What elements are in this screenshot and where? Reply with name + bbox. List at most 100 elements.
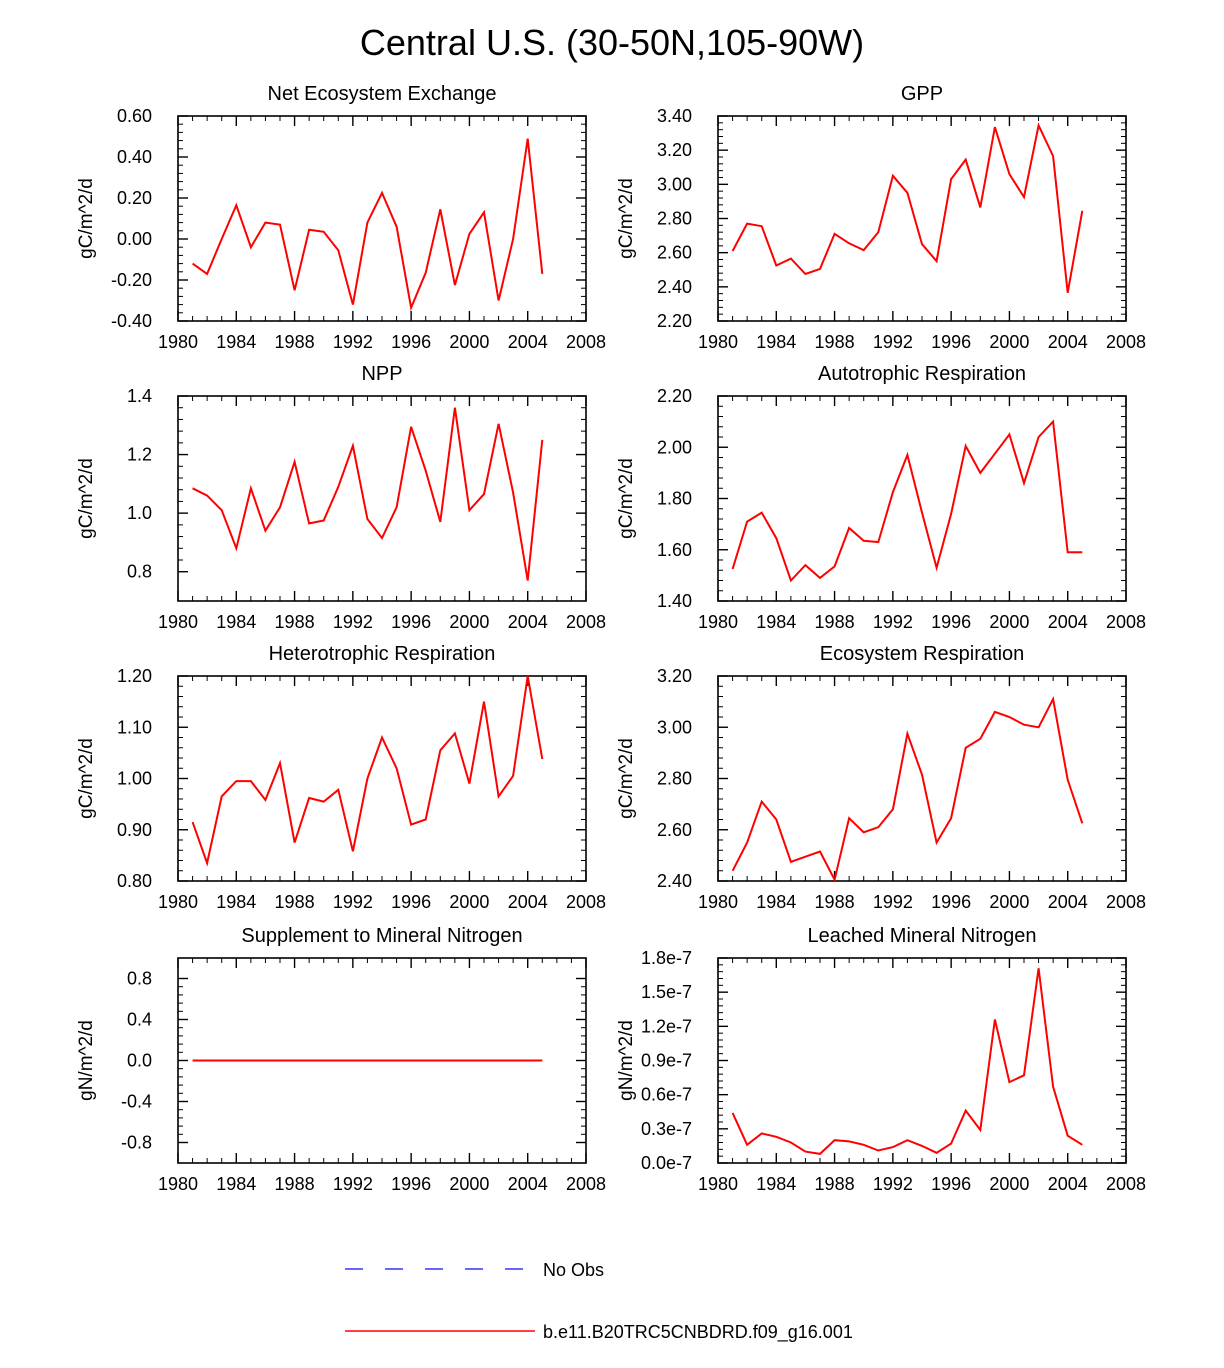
x-tick-label: 1984 [756, 1174, 796, 1194]
y-tick-label: 1.60 [657, 540, 692, 560]
y-tick-label: 0.60 [117, 106, 152, 126]
series-line-model [192, 407, 544, 581]
x-tick-label: 1996 [931, 1174, 971, 1194]
x-tick-label: 2004 [1048, 892, 1088, 912]
y-tick-label: 3.20 [657, 666, 692, 686]
x-tick-label: 2008 [1106, 332, 1146, 352]
y-tick-label: 0.4 [127, 1010, 152, 1030]
y-tick-label: 0.8 [127, 562, 152, 582]
x-tick-label: 1996 [931, 612, 971, 632]
y-tick-label: 2.60 [657, 243, 692, 263]
x-tick-label: 1996 [391, 1174, 431, 1194]
y-tick-label: 2.00 [657, 437, 692, 457]
y-tick-label: -0.20 [111, 270, 152, 290]
y-axis-label: gC/m^2/d [76, 178, 97, 259]
y-tick-label: 2.80 [657, 209, 692, 229]
x-tick-label: 1984 [216, 892, 256, 912]
plot-frame [177, 395, 587, 602]
x-tick-label: 2008 [1106, 612, 1146, 632]
x-tick-label: 2008 [1106, 1174, 1146, 1194]
x-tick-label: 2000 [449, 1174, 489, 1194]
x-tick-label: 1992 [873, 612, 913, 632]
panel-title: Leached Mineral Nitrogen [807, 925, 1036, 947]
x-tick-label: 1996 [391, 612, 431, 632]
panel-title: NPP [361, 363, 402, 385]
x-tick-label: 2000 [449, 612, 489, 632]
x-tick-label: 1980 [698, 892, 738, 912]
y-tick-label: 0.40 [117, 147, 152, 167]
x-tick-label: 1984 [756, 612, 796, 632]
y-tick-label: 2.40 [657, 871, 692, 891]
y-tick-label: -0.4 [121, 1092, 152, 1112]
panel-0: Net Ecosystem Exchange gC/m^2/d 1980 1984 19… [76, 83, 606, 352]
y-axis-label: gN/m^2/d [76, 1020, 97, 1101]
y-tick-label: 2.40 [657, 277, 692, 297]
x-tick-label: 1992 [333, 1174, 373, 1194]
panel-title: Ecosystem Respiration [820, 643, 1025, 665]
y-tick-label: 0.6e-7 [641, 1085, 692, 1105]
x-tick-label: 2000 [989, 332, 1029, 352]
legend-label-model: b.e11.B20TRC5CNBDRD.f09_g16.001 [543, 1322, 853, 1343]
x-tick-label: 1988 [815, 612, 855, 632]
y-axis-label: gN/m^2/d [616, 1020, 637, 1101]
x-tick-label: 2008 [566, 892, 606, 912]
x-tick-label: 2008 [1106, 892, 1146, 912]
y-tick-label: 2.60 [657, 820, 692, 840]
y-tick-label: -0.8 [121, 1133, 152, 1153]
x-tick-label: 1988 [275, 612, 315, 632]
y-tick-label: 2.20 [657, 311, 692, 331]
y-axis-label: gC/m^2/d [616, 178, 637, 259]
x-tick-label: 1980 [698, 612, 738, 632]
x-tick-label: 1996 [391, 892, 431, 912]
y-tick-label: 1.10 [117, 717, 152, 737]
x-tick-label: 1992 [873, 1174, 913, 1194]
x-tick-label: 1992 [333, 612, 373, 632]
y-axis-label: gC/m^2/d [616, 738, 637, 819]
x-tick-label: 1980 [158, 1174, 198, 1194]
x-tick-label: 2004 [508, 1174, 548, 1194]
y-tick-label: 3.20 [657, 140, 692, 160]
y-tick-label: 0.8 [127, 969, 152, 989]
x-tick-label: 2000 [989, 892, 1029, 912]
y-tick-label: 1.40 [657, 591, 692, 611]
x-tick-label: 1996 [931, 892, 971, 912]
x-tick-label: 1980 [698, 1174, 738, 1194]
x-tick-label: 1988 [815, 332, 855, 352]
y-tick-label: 3.00 [657, 174, 692, 194]
x-tick-label: 1988 [815, 892, 855, 912]
y-axis-label: gC/m^2/d [76, 738, 97, 819]
y-tick-label: 1.20 [117, 666, 152, 686]
series-line-model [731, 968, 1083, 1155]
x-tick-label: 1992 [333, 332, 373, 352]
y-tick-label: 0.0 [127, 1051, 152, 1071]
series-line-model [192, 138, 544, 312]
x-tick-label: 1996 [931, 332, 971, 352]
x-tick-label: 1980 [158, 332, 198, 352]
plot-frame [717, 115, 1127, 322]
x-tick-label: 1984 [216, 1174, 256, 1194]
x-tick-label: 2000 [989, 1174, 1029, 1194]
x-tick-label: 2000 [449, 892, 489, 912]
y-tick-label: 1.80 [657, 489, 692, 509]
panel-title: Heterotrophic Respiration [269, 643, 496, 665]
series-line-model [731, 696, 1084, 883]
figure-title: Central U.S. (30-50N,105-90W) [360, 22, 864, 63]
x-tick-label: 1980 [158, 612, 198, 632]
y-tick-label: 1.2e-7 [641, 1016, 692, 1036]
panel-5: Ecosystem Respiration gC/m^2/d 1980 1984 198… [616, 643, 1146, 912]
plot-frame [177, 675, 587, 882]
panel-6: Supplement to Mineral Nitrogen gN/m^2/d 19… [76, 925, 606, 1194]
series-line-model [191, 675, 544, 867]
x-tick-label: 1980 [158, 892, 198, 912]
legend-label-no-obs: No Obs [543, 1260, 604, 1280]
y-tick-label: 1.5e-7 [641, 982, 692, 1002]
x-tick-label: 1992 [873, 892, 913, 912]
y-tick-label: -0.40 [111, 311, 152, 331]
panel-7: Leached Mineral Nitrogen gN/m^2/d 1980 1984… [616, 925, 1146, 1194]
legend: No Obs b.e11.B20TRC5CNBDRD.f09_g16.001 [345, 1260, 853, 1343]
x-tick-label: 1980 [698, 332, 738, 352]
y-tick-label: 0.90 [117, 820, 152, 840]
plot-frame [717, 395, 1127, 602]
x-tick-label: 2004 [508, 612, 548, 632]
